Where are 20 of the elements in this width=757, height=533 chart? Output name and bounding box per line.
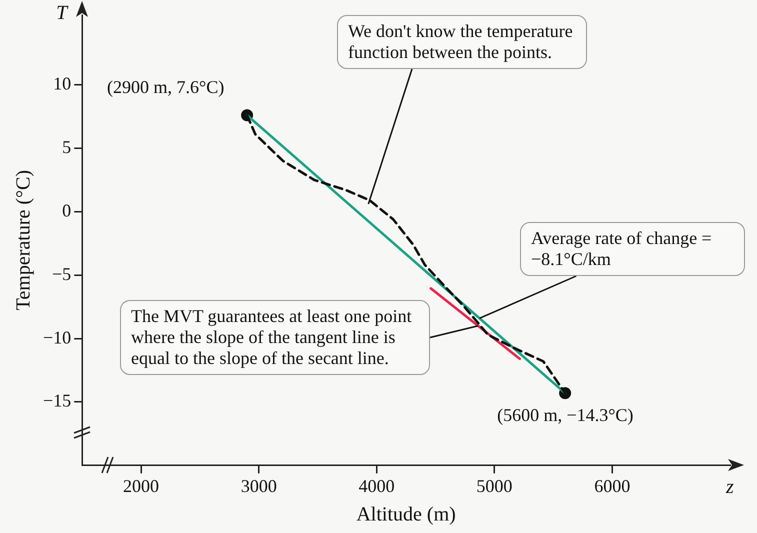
y-tick-label: −15	[42, 390, 72, 411]
x-axis-title: Altitude (m)	[356, 503, 456, 526]
y-tick-label: 5	[62, 136, 72, 157]
annotation: (5600 m, −14.3°C)	[497, 405, 634, 426]
x-tick-label: 5000	[476, 476, 512, 496]
x-tick-label: 3000	[240, 476, 277, 496]
annotation: We don't know the temperature function between the points.	[337, 15, 587, 69]
annotation: Average rate of change = −8.1°C/km	[520, 222, 745, 276]
x-tick-label: 4000	[358, 476, 395, 496]
annotation: The MVT guarantees at least one point where the slope of the tangent line is equal to the slope of the secant line.	[120, 300, 430, 375]
annotation: (2900 m, 7.6°C)	[107, 77, 224, 98]
y-tick-label: 10	[53, 74, 72, 94]
y-axis-title: Temperature (°C)	[12, 170, 34, 310]
text: T	[56, 2, 68, 24]
x-tick-label: 2000	[123, 476, 160, 496]
y-tick-label: −5	[52, 264, 72, 284]
y-tick-label: 0	[62, 200, 72, 220]
y-tick-label: −10	[42, 327, 72, 348]
x-tick-label: 6000	[594, 476, 630, 496]
text: z	[726, 476, 734, 498]
